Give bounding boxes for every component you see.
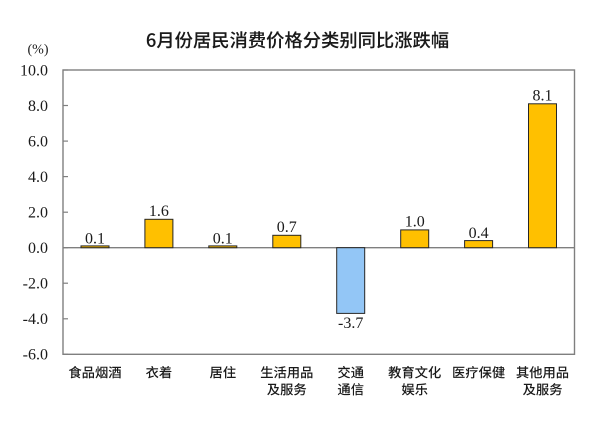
svg-text:(%): (%) [28,43,49,58]
svg-text:2.0: 2.0 [28,205,48,222]
svg-text:6.0: 6.0 [28,133,48,150]
svg-text:0.0: 0.0 [28,240,48,257]
svg-text:0.1: 0.1 [85,230,105,247]
svg-text:1.0: 1.0 [405,213,425,230]
svg-text:4.0: 4.0 [28,169,48,186]
svg-text:8.1: 8.1 [533,87,553,104]
svg-text:8.0: 8.0 [28,98,48,115]
svg-text:0.4: 0.4 [469,225,489,242]
svg-text:1.6: 1.6 [149,203,169,220]
svg-text:-6.0: -6.0 [23,347,48,364]
svg-text:0.1: 0.1 [213,230,233,247]
svg-text:-3.7: -3.7 [338,315,363,332]
svg-text:-4.0: -4.0 [23,311,48,328]
svg-text:10.0: 10.0 [20,62,48,79]
svg-text:-2.0: -2.0 [23,276,48,293]
svg-text:0.7: 0.7 [277,219,297,236]
